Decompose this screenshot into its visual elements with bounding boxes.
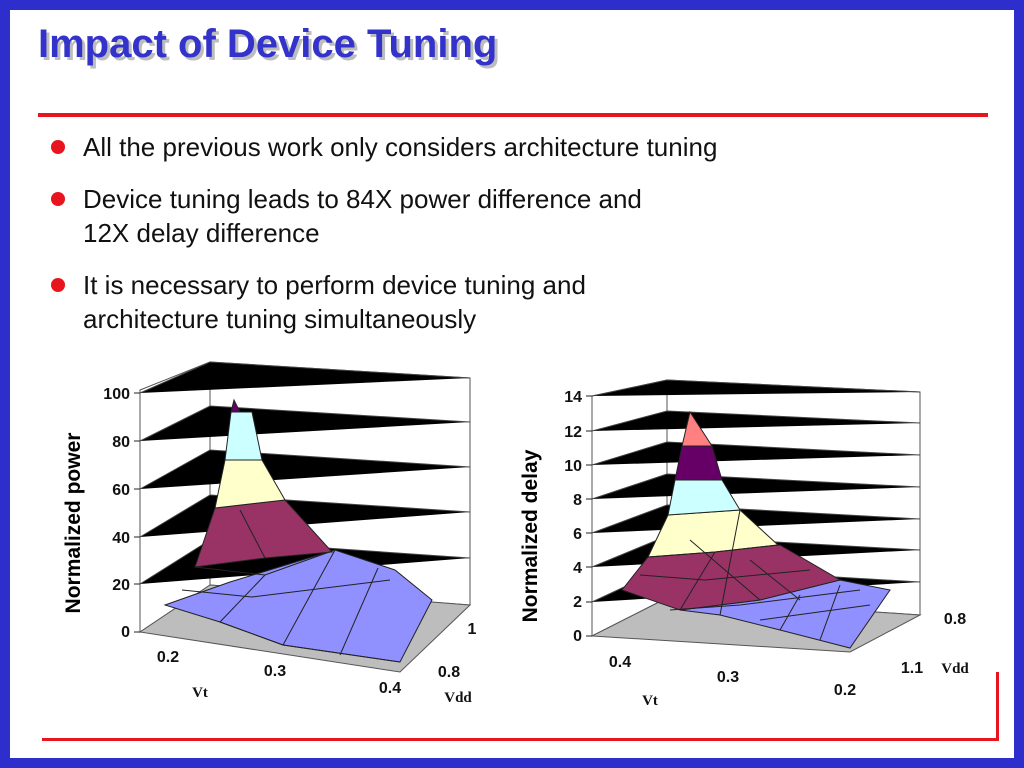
power-xtick-0.2: 0.2 bbox=[157, 649, 179, 666]
footer-rule-vertical bbox=[996, 672, 999, 741]
delay-ytick-12: 12 bbox=[564, 424, 582, 441]
delay-ylabel: Normalized delay bbox=[519, 449, 542, 622]
power-ylabel: Normalized power bbox=[62, 433, 85, 614]
delay-xtick-0.2: 0.2 bbox=[834, 682, 856, 699]
bullet-text: It is necessary to perform device tuning… bbox=[83, 270, 586, 300]
footer-rule-horizontal bbox=[42, 738, 999, 741]
delay-xaxis-label: Vt bbox=[642, 693, 658, 709]
power-surface-band-4 bbox=[224, 411, 263, 461]
delay-ytick-14: 14 bbox=[564, 389, 582, 406]
bullet-item: All the previous work only considers arc… bbox=[48, 130, 948, 164]
delay-ytick-10: 10 bbox=[564, 458, 582, 475]
bullet-text: All the previous work only considers arc… bbox=[83, 132, 718, 162]
delay-ytick-4: 4 bbox=[573, 560, 582, 577]
delay-xtick-0.3: 0.3 bbox=[717, 669, 739, 686]
power-surface-peak bbox=[230, 398, 241, 413]
bullet-dot-icon bbox=[51, 192, 65, 206]
bullet-text-line2: 12X delay difference bbox=[83, 218, 320, 248]
slide-title: Impact of Device Tuning bbox=[38, 22, 498, 66]
delay-ytick-0: 0 bbox=[573, 628, 582, 645]
frame-left-bar bbox=[0, 0, 10, 768]
bullet-item: It is necessary to perform device tuning… bbox=[48, 268, 948, 336]
power-ytick-100: 100 bbox=[103, 386, 130, 403]
delay-ytick-2: 2 bbox=[573, 594, 582, 611]
bullet-list: All the previous work only considers arc… bbox=[48, 130, 948, 354]
delay-depth-tick-1.1: 1.1 bbox=[901, 660, 923, 677]
title-underline bbox=[38, 113, 988, 117]
power-depth-axis-label: Vdd bbox=[444, 690, 472, 706]
power-xtick-0.4: 0.4 bbox=[379, 680, 401, 697]
delay-depth-axis-label: Vdd bbox=[941, 661, 969, 677]
delay-ytick-8: 8 bbox=[573, 492, 582, 509]
bullet-text: Device tuning leads to 84X power differe… bbox=[83, 184, 642, 214]
frame-top-bar bbox=[0, 0, 1024, 10]
power-surface-mesh bbox=[181, 509, 401, 663]
power-depth-tick-1: 1 bbox=[468, 621, 477, 638]
power-xtick-0.3: 0.3 bbox=[264, 663, 286, 680]
delay-depth-tick-0.8: 0.8 bbox=[944, 611, 966, 628]
bullet-text-line2: architecture tuning simultaneously bbox=[83, 304, 477, 334]
delay-ytick-marks bbox=[586, 395, 592, 637]
power-ytick-80: 80 bbox=[112, 434, 130, 451]
power-ytick-marks bbox=[134, 392, 140, 633]
power-ytick-40: 40 bbox=[112, 530, 130, 547]
power-ytick-60: 60 bbox=[112, 482, 130, 499]
power-ytick-0: 0 bbox=[121, 624, 130, 641]
frame-bottom-bar bbox=[0, 758, 1024, 768]
power-xaxis-label: Vt bbox=[192, 685, 208, 701]
bullet-item: Device tuning leads to 84X power differe… bbox=[48, 182, 948, 250]
power-chart: 0 20 40 60 80 100 Normalized power 0.2 0… bbox=[62, 361, 477, 706]
delay-chart: 0 2 4 6 8 10 12 14 Normalized delay 0.4 … bbox=[519, 379, 969, 709]
power-depth-tick-0.8: 0.8 bbox=[438, 664, 460, 681]
delay-ytick-6: 6 bbox=[573, 526, 582, 543]
bullet-dot-icon bbox=[51, 140, 65, 154]
frame-right-bar bbox=[1014, 0, 1024, 768]
delay-surface-peak bbox=[681, 410, 713, 447]
bullet-dot-icon bbox=[51, 278, 65, 292]
delay-surface-mesh bbox=[639, 509, 871, 641]
power-ytick-20: 20 bbox=[112, 577, 130, 594]
power-surface-band-2 bbox=[194, 499, 334, 568]
delay-xtick-0.4: 0.4 bbox=[609, 654, 631, 671]
